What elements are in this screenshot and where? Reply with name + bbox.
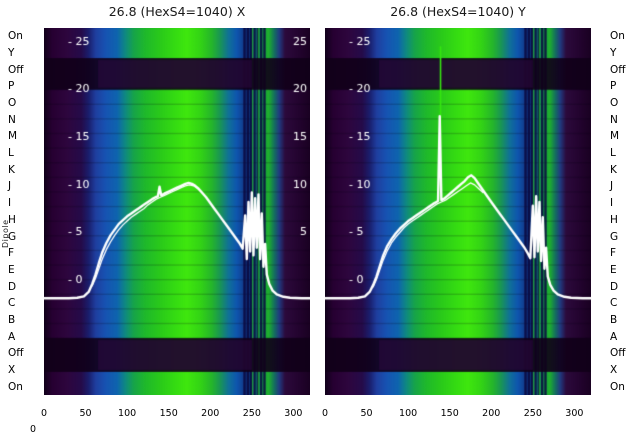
- row-label: Y: [610, 46, 617, 59]
- heatmap-panel-y: [325, 28, 591, 395]
- row-label: A: [8, 330, 16, 343]
- x-tick-label: 0: [321, 408, 329, 419]
- row-label: I: [8, 196, 12, 209]
- row-label: O: [8, 96, 17, 109]
- corner-tick: 0: [30, 424, 37, 435]
- x-tick-label: 200: [201, 408, 220, 419]
- row-label: X: [610, 363, 618, 376]
- x-tick-label: 150: [159, 408, 178, 419]
- panel-title-x: 26.8 (HexS4=1040) X: [108, 4, 246, 19]
- row-label: J: [610, 180, 614, 193]
- x-tick-label: 50: [79, 408, 92, 419]
- row-label: K: [610, 163, 617, 176]
- row-label: C: [8, 297, 16, 309]
- row-label: Off: [8, 347, 24, 360]
- row-label: I: [610, 196, 614, 209]
- row-label: On: [610, 30, 625, 43]
- x-tick-label: 50: [360, 408, 373, 419]
- row-label: B: [8, 313, 16, 326]
- row-label: Off: [8, 63, 24, 76]
- row-label: F: [8, 246, 15, 259]
- row-label: D: [610, 280, 619, 293]
- row-label: Y: [8, 46, 15, 59]
- row-label: M: [610, 130, 620, 143]
- row-label: L: [610, 146, 616, 159]
- row-label: P: [8, 80, 15, 93]
- row-label: O: [610, 96, 619, 109]
- x-tick-label: 300: [284, 408, 303, 419]
- row-label: Off: [610, 63, 626, 76]
- x-tick-label: 100: [399, 408, 418, 419]
- row-label: B: [610, 313, 618, 326]
- row-label: L: [8, 146, 14, 159]
- row-label: D: [8, 280, 17, 293]
- row-label: On: [8, 380, 23, 393]
- row-label: H: [8, 213, 16, 226]
- heatmap-panel-x: [44, 28, 310, 395]
- x-tick-label: 250: [523, 408, 542, 419]
- row-label: X: [8, 363, 16, 376]
- row-label: On: [610, 380, 625, 393]
- row-label: P: [610, 80, 617, 93]
- row-label: K: [8, 163, 15, 176]
- row-label: G: [610, 230, 619, 243]
- row-label: J: [8, 180, 12, 193]
- x-tick-label: 250: [242, 408, 261, 419]
- row-label: A: [610, 330, 618, 343]
- row-label: M: [8, 130, 18, 143]
- row-label: Off: [610, 347, 626, 360]
- panel-title-y: 26.8 (HexS4=1040) Y: [390, 4, 526, 19]
- row-label: On: [8, 30, 23, 43]
- row-label: N: [8, 113, 16, 126]
- x-tick-label: 300: [565, 408, 584, 419]
- row-label: E: [8, 263, 15, 276]
- x-tick-label: 150: [440, 408, 459, 419]
- x-tick-label: 0: [40, 408, 48, 419]
- row-label: H: [610, 213, 618, 226]
- row-label: N: [610, 113, 618, 126]
- row-label: F: [610, 246, 617, 259]
- x-tick-label: 100: [118, 408, 137, 419]
- x-tick-label: 200: [482, 408, 501, 419]
- row-label: E: [610, 263, 617, 276]
- row-label: C: [610, 297, 618, 309]
- row-label: G: [8, 230, 17, 243]
